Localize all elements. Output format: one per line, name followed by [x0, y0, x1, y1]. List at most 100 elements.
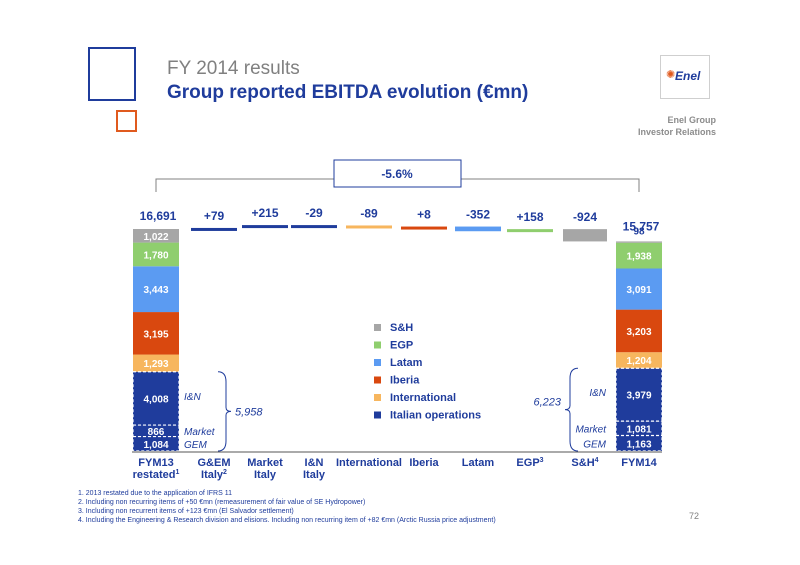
change-box — [333, 159, 462, 188]
delta-bar-6 — [455, 226, 501, 232]
page-number: 72 — [689, 511, 700, 521]
enel-logo-text: Enel — [675, 69, 701, 83]
end-bar-segment-latam — [616, 268, 662, 310]
start-side-label-i-n: I&N — [184, 392, 201, 403]
category-label-line2: Italy — [201, 469, 224, 481]
footnotes: 1. 2013 restated due to the application … — [78, 489, 496, 525]
start-italian-total: 5,958 — [235, 406, 263, 418]
category-label-4-line2: Italy — [303, 469, 326, 481]
delta-bar-8 — [563, 229, 607, 242]
legend-swatch-3 — [374, 359, 381, 366]
start-total-label: 16,691 — [140, 209, 177, 223]
category-label-4: I&N — [305, 457, 324, 469]
end-bar-segment-s-h — [616, 241, 662, 243]
legend-label-3: Latam — [390, 357, 423, 369]
category-label-line1: I&N — [305, 457, 324, 469]
category-label-5: International — [336, 457, 402, 469]
delta-label-6: -352 — [466, 208, 490, 222]
footnote-1: 1. 2013 restated due to the application … — [78, 490, 232, 497]
start-bar-label-international: 1,293 — [143, 359, 168, 370]
category-label-line2: Italy — [254, 469, 277, 481]
category-label-1-line2: restated1 — [133, 469, 180, 481]
end-total-label: 15,757 — [623, 219, 660, 233]
enel-logo: ✺ Enel — [660, 55, 710, 99]
start-bar-label-iberia: 3,195 — [143, 329, 168, 340]
category-label-2: G&EM — [198, 457, 231, 469]
decorative-blue-square — [88, 47, 136, 101]
start-bar-segment-latam — [133, 266, 179, 313]
legend-swatch-1 — [374, 324, 381, 331]
end-bar-label-egp: 1,938 — [626, 252, 651, 263]
end-bar-segment-i-n — [616, 368, 662, 422]
end-bar-label-latam: 3,091 — [626, 285, 651, 296]
category-label-1: FYM13 — [138, 457, 173, 469]
category-label-line1: Market — [247, 457, 283, 469]
start-bar-segment-gem — [133, 436, 179, 451]
delta-bar-1 — [191, 227, 237, 231]
delta-bar-5 — [401, 226, 447, 230]
start-bar-segment-market — [133, 425, 179, 437]
legend-label-2: EGP — [390, 340, 413, 352]
category-label-2-line2: Italy2 — [201, 469, 227, 481]
start-bar-segment-i-n — [133, 371, 179, 426]
start-side-label-market: Market — [184, 427, 216, 438]
category-label-line1: S&H — [571, 457, 594, 469]
delta-label-3: -29 — [305, 206, 323, 220]
footnote-3: 3. Including non recurrent items of +123… — [78, 508, 294, 515]
start-bar-segment-international — [133, 354, 179, 372]
category-footnote-marker: 2 — [223, 469, 227, 476]
decorative-orange-square — [116, 110, 137, 132]
category-footnote-marker: 1 — [175, 469, 179, 476]
legend-label-1: S&H — [390, 322, 413, 334]
start-bar-label-gem: 1,084 — [143, 440, 168, 451]
end-bar-segment-iberia — [616, 309, 662, 353]
legend-swatch-6 — [374, 411, 381, 419]
category-label-line1: FYM13 — [138, 457, 173, 469]
category-label-line2: Italy — [303, 469, 326, 481]
start-bar-label-s-h: 1,022 — [143, 232, 168, 243]
legend-label-5: International — [390, 392, 456, 404]
end-bar-segment-gem — [616, 435, 662, 451]
delta-bar-2 — [242, 225, 288, 229]
page-subtitle: FY 2014 results — [167, 58, 300, 79]
end-bar-label-gem: 1,163 — [626, 439, 651, 450]
category-label-3-line2: Italy — [254, 469, 277, 481]
end-italian-brace — [564, 367, 579, 452]
category-label-6: Iberia — [409, 457, 439, 469]
start-italian-brace — [217, 371, 232, 452]
category-label-line2: restated — [133, 469, 176, 481]
delta-label-2: +215 — [251, 206, 278, 220]
delta-label-1: +79 — [204, 209, 225, 223]
legend-swatch-4 — [374, 376, 381, 384]
change-label: -5.6% — [381, 167, 413, 181]
delta-label-7: +158 — [516, 210, 543, 224]
end-italian-total: 6,223 — [533, 397, 561, 409]
legend-label-6: Italian operations — [390, 410, 481, 422]
legend-label-4: Iberia — [390, 375, 420, 387]
delta-bar-4 — [346, 225, 392, 229]
category-label-line1: Iberia — [409, 457, 439, 469]
start-bar-segment-s-h — [133, 229, 179, 243]
end-side-label-market: Market — [575, 424, 607, 435]
end-bar-label-iberia: 3,203 — [626, 327, 651, 338]
end-bar-label-s-h: 98 — [633, 226, 645, 237]
enel-logo-mark-icon: ✺ — [666, 69, 676, 81]
page-title: Group reported EBITDA evolution (€mn) — [167, 82, 529, 103]
category-label-10: FYM14 — [621, 457, 657, 469]
end-side-label-gem: GEM — [583, 439, 606, 450]
start-side-label-gem: GEM — [184, 440, 207, 451]
legend-swatch-2 — [374, 341, 381, 349]
category-label-line1: EGP — [516, 457, 539, 469]
end-bar-segment-market — [616, 421, 662, 436]
delta-label-5: +8 — [417, 208, 431, 222]
category-label-line1: G&EM — [198, 457, 231, 469]
delta-label-4: -89 — [360, 206, 378, 220]
corporate-label-line1: Enel Group — [667, 115, 716, 125]
end-side-label-i-n: I&N — [589, 388, 606, 399]
end-bar-italian-outline — [615, 367, 663, 452]
start-bar-label-egp: 1,780 — [143, 250, 168, 261]
start-bar-label-market: 866 — [148, 427, 165, 438]
category-label-9: S&H4 — [571, 457, 598, 469]
footnote-2: 2. Including non recurring items of +50 … — [78, 499, 366, 506]
